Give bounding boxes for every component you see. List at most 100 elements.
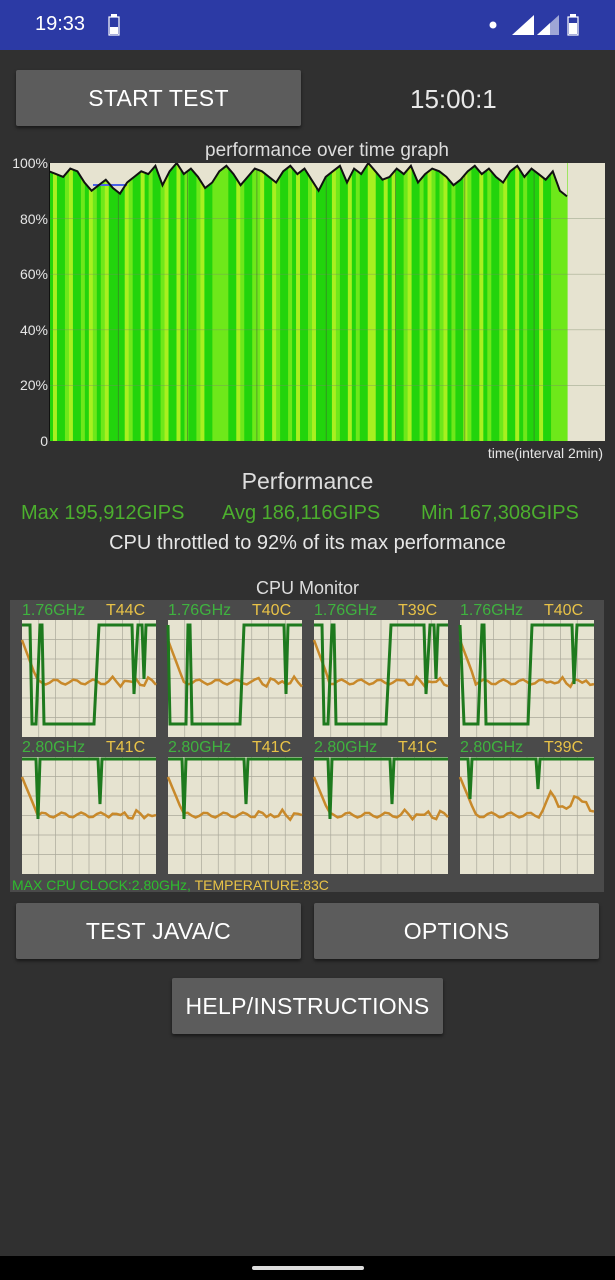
performance-bar: [523, 163, 528, 441]
performance-bar: [359, 163, 365, 441]
performance-bar: [88, 163, 94, 441]
core-clock: 1.76GHz: [314, 602, 378, 619]
performance-bar: [515, 163, 520, 441]
performance-bar: [471, 163, 476, 441]
performance-bar: [415, 163, 421, 441]
performance-bar: [72, 163, 78, 441]
graph-title: performance over time graph: [205, 140, 449, 161]
performance-bar: [447, 163, 453, 441]
y-tick-label: 60%: [19, 266, 48, 282]
performance-bar: [363, 163, 369, 441]
navigation-bar: [0, 1256, 615, 1280]
performance-bar: [379, 163, 385, 441]
core-temp-line: [312, 776, 449, 822]
performance-bar: [463, 163, 468, 441]
core-temp-line: [20, 776, 157, 820]
home-handle[interactable]: [252, 1266, 364, 1270]
test-timer: 15:00:1: [410, 84, 497, 114]
core-clock-line: [314, 623, 448, 726]
performance-bar: [204, 163, 209, 441]
wifi-signal-icon: [512, 15, 534, 35]
performance-bar: [92, 163, 98, 441]
performance-bar: [176, 163, 182, 441]
performance-bar: [56, 163, 62, 441]
performance-bar: [308, 163, 313, 441]
core-temp: T39C: [544, 739, 584, 756]
core-temp: T39C: [398, 602, 438, 619]
performance-bar: [391, 163, 397, 441]
performance-bar: [248, 163, 253, 441]
max-cpu-clock: MAX CPU CLOCK:2.80GHz,: [12, 877, 191, 893]
core-clock-line: [168, 757, 302, 820]
performance-bar: [439, 163, 445, 441]
core-temp: T41C: [252, 739, 292, 756]
performance-bar: [423, 163, 429, 441]
performance-bar: [319, 163, 325, 441]
performance-bar: [268, 163, 273, 441]
performance-bar: [256, 163, 261, 441]
performance-bar: [335, 163, 341, 441]
performance-bar: [403, 163, 409, 441]
performance-bar: [104, 163, 110, 441]
performance-bar: [503, 163, 508, 441]
performance-bar: [160, 163, 166, 441]
performance-bar: [168, 163, 174, 441]
performance-bar: [212, 163, 217, 441]
test-java-c-button[interactable]: TEST JAVA/C: [16, 903, 301, 959]
performance-bar: [68, 163, 74, 441]
performance-bar: [128, 163, 134, 441]
core-clock: 1.76GHz: [22, 602, 86, 619]
performance-bar: [232, 163, 237, 441]
performance-bar: [208, 163, 213, 441]
performance-bar: [327, 163, 333, 441]
start-test-button[interactable]: START TEST: [16, 70, 301, 126]
performance-bar: [224, 163, 229, 441]
core-temp: T41C: [398, 739, 438, 756]
core-clock-line: [22, 757, 156, 820]
max-gips: Max 195,912GIPS: [21, 502, 185, 524]
performance-bar: [511, 163, 516, 441]
performance-bar: [387, 163, 393, 441]
performance-bar: [188, 163, 194, 441]
battery-icon: [567, 14, 579, 36]
cpu-monitor-title: CPU Monitor: [255, 578, 360, 598]
performance-bar: [563, 163, 568, 441]
performance-bar: [519, 163, 524, 441]
avg-gips: Avg 186,116GIPS: [222, 502, 381, 524]
performance-bar: [264, 163, 269, 441]
core-clock: 1.76GHz: [168, 602, 232, 619]
performance-bar: [124, 163, 130, 441]
performance-bar: [180, 163, 186, 441]
performance-bar: [164, 163, 170, 441]
help-instructions-button[interactable]: HELP/INSTRUCTIONS: [172, 978, 443, 1034]
performance-bar: [351, 163, 357, 441]
performance-bar: [96, 163, 102, 441]
performance-bar: [419, 163, 425, 441]
core-clock-line: [22, 623, 156, 726]
core-temp-line: [166, 776, 303, 822]
core-clock-line: [314, 757, 448, 820]
performance-bar: [455, 163, 461, 441]
performance-bar: [136, 163, 142, 441]
performance-bar: [144, 163, 150, 441]
y-tick-label: 40%: [19, 322, 48, 338]
performance-bar: [49, 163, 54, 441]
performance-bar: [220, 163, 225, 441]
performance-bar: [383, 163, 389, 441]
performance-bar: [148, 163, 154, 441]
options-button[interactable]: OPTIONS: [314, 903, 599, 959]
performance-bar: [284, 163, 289, 441]
performance-bar: [272, 163, 277, 441]
performance-bar: [459, 163, 464, 441]
performance-bar: [495, 163, 500, 441]
performance-bar: [435, 163, 441, 441]
performance-bar: [108, 163, 114, 441]
performance-bar: [487, 163, 492, 441]
performance-bar: [367, 163, 373, 441]
performance-bar: [120, 163, 126, 441]
performance-bar: [116, 163, 122, 441]
performance-bar: [236, 163, 241, 441]
performance-bar: [192, 163, 198, 441]
performance-bar: [76, 163, 82, 441]
performance-bar: [300, 163, 305, 441]
